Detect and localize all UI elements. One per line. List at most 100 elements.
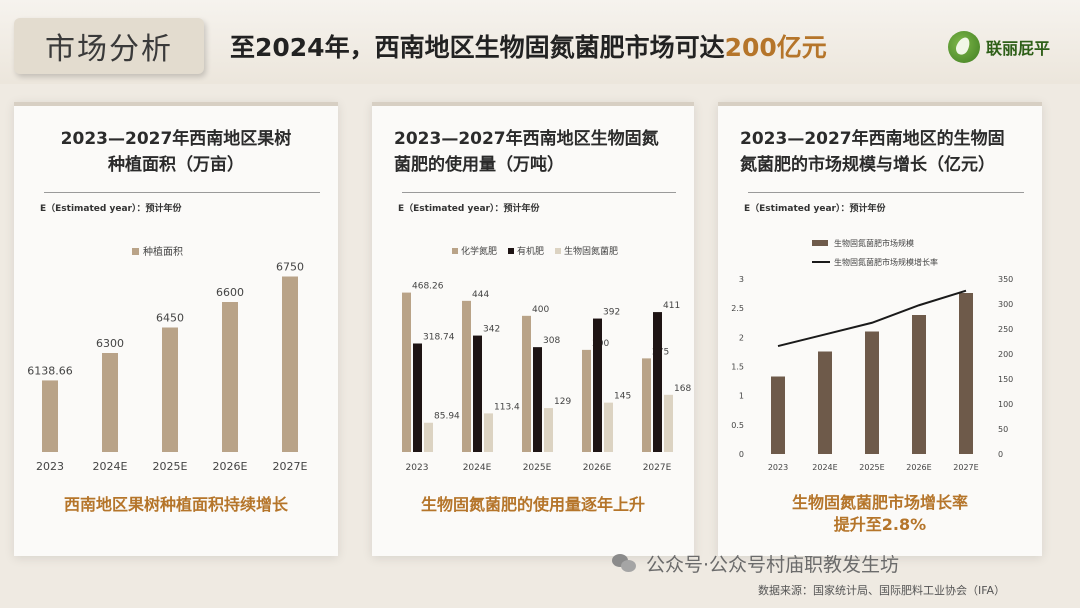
- leaf-logo-icon: [948, 31, 980, 63]
- y-right-tick-label: 150: [998, 375, 1013, 384]
- data-label: 113.4: [494, 402, 520, 412]
- data-label: 145: [614, 392, 631, 402]
- data-label: 392: [603, 308, 620, 318]
- y-right-tick-label: 100: [998, 400, 1013, 409]
- data-label: 6600: [216, 286, 244, 299]
- legend-swatch: [812, 240, 828, 246]
- panel-title: 2023—2027年西南地区的生物固 氮菌肥的市场规模与增长（亿元）: [740, 126, 1026, 178]
- x-tick-label: 2027E: [953, 463, 978, 472]
- bar: [959, 293, 973, 454]
- panel-title: 2023—2027年西南地区果树 种植面积（万亩）: [30, 126, 322, 178]
- y-right-tick-label: 250: [998, 325, 1013, 334]
- market-size-panel: 2023—2027年西南地区的生物固 氮菌肥的市场规模与增长（亿元） E（Est…: [718, 102, 1042, 556]
- legend-label: 化学氮肥: [461, 245, 497, 257]
- bar: [653, 312, 662, 452]
- y-left-tick-label: 2: [739, 333, 744, 342]
- bar: [642, 358, 651, 452]
- panel-conclusion-line1: 生物固氮菌肥市场增长率: [791, 493, 968, 512]
- panel-title-line1: 2023—2027年西南地区的生物固: [740, 129, 1005, 149]
- y-left-tick-label: 2.5: [731, 304, 744, 313]
- data-label: 168: [674, 384, 691, 394]
- panel-title-line2: 种植面积（万亩）: [108, 155, 244, 175]
- bar: [912, 315, 926, 454]
- data-label: 468.26: [412, 282, 444, 292]
- bar: [593, 318, 602, 452]
- panel-conclusion: 生物固氮菌肥市场增长率 提升至2.8%: [728, 492, 1032, 536]
- bar: [222, 302, 238, 452]
- legend-swatch: [452, 248, 458, 254]
- watermark: 公众号·公众号村庙职教发生坊: [612, 548, 899, 578]
- title-divider: [748, 192, 1024, 193]
- x-tick-label: 2025E: [859, 463, 884, 472]
- y-right-tick-label: 200: [998, 350, 1013, 359]
- headline-text: 至2024年，西南地区生物固氮菌肥市场可达: [230, 33, 725, 62]
- data-label: 308: [543, 336, 560, 346]
- legend-label: 种植面积: [143, 245, 183, 258]
- y-right-tick-label: 50: [998, 425, 1008, 434]
- watermark-text: 公众号·公众号村庙职教发生坊: [646, 553, 900, 576]
- panel-conclusion-line2: 提升至2.8%: [833, 515, 927, 534]
- x-tick-label: 2026E: [583, 463, 612, 473]
- y-left-tick-label: 1: [739, 392, 744, 401]
- panel-title: 2023—2027年西南地区生物固氮 菌肥的使用量（万吨）: [394, 126, 678, 178]
- bar: [582, 349, 591, 452]
- x-tick-label: 2025E: [523, 463, 552, 473]
- bar: [102, 353, 118, 452]
- legend-label: 生物固氮菌肥: [564, 245, 618, 257]
- bar: [282, 276, 298, 452]
- x-tick-label: 2027E: [643, 463, 672, 473]
- x-tick-label: 2025E: [153, 460, 188, 473]
- legend-swatch: [132, 248, 139, 255]
- data-label: 85.94: [434, 412, 460, 422]
- panel-conclusion: 生物固氮菌肥的使用量逐年上升: [420, 495, 645, 514]
- data-label: 6450: [156, 312, 184, 325]
- y-right-tick-label: 300: [998, 300, 1013, 309]
- x-tick-label: 2024E: [93, 460, 128, 473]
- legend-label: 有机肥: [517, 245, 544, 257]
- legend-label: 生物固氮菌肥市场规模: [834, 238, 914, 248]
- y-left-tick-label: 0.5: [731, 421, 744, 430]
- data-source-note: 数据来源：国家统计局、国际肥料工业协会（IFA）: [758, 584, 1006, 597]
- bar: [522, 315, 531, 452]
- panel-title-line2: 氮菌肥的市场规模与增长（亿元）: [740, 155, 995, 175]
- data-label: 6138.66: [27, 364, 73, 377]
- header-bar: 市场分析 至2024年，西南地区生物固氮菌肥市场可达200亿元 联丽屁平: [0, 0, 1080, 84]
- bar: [771, 376, 785, 454]
- y-left-tick-label: 0: [739, 450, 744, 459]
- bar: [473, 335, 482, 452]
- bar: [42, 380, 58, 452]
- bar: [413, 343, 422, 452]
- bar: [162, 327, 178, 452]
- x-tick-label: 2023: [406, 463, 429, 473]
- panel-conclusion: 西南地区果树种植面积持续增长: [63, 495, 288, 514]
- y-left-tick-label: 1.5: [731, 363, 744, 372]
- bar: [424, 422, 433, 452]
- bar: [604, 402, 613, 452]
- y-right-tick-label: 350: [998, 275, 1013, 284]
- y-right-tick-label: 0: [998, 450, 1003, 459]
- legend-swatch: [555, 248, 561, 254]
- y-left-tick-label: 3: [739, 275, 744, 284]
- data-label: 342: [483, 325, 500, 335]
- fertilizer-usage-grouped-bar-chart: 化学氮肥 有机肥 生物固氮菌肥 468.26 318.74 85.94 2023 444 342…: [402, 245, 691, 473]
- data-label: 411: [663, 301, 680, 311]
- bar: [402, 292, 411, 452]
- panel-title-line1: 2023—2027年西南地区生物固氮: [394, 129, 659, 149]
- data-label: 129: [554, 397, 571, 407]
- bar: [484, 413, 493, 452]
- legend-label: 生物固氮菌肥市场规模增长率: [834, 257, 938, 267]
- bar: [533, 347, 542, 452]
- panel-title-line1: 2023—2027年西南地区果树: [60, 129, 292, 149]
- orchard-area-panel: 2023—2027年西南地区果树 种植面积（万亩） E（Estimated ye…: [14, 102, 338, 556]
- section-label: 市场分析: [14, 18, 204, 74]
- growth-rate-line: [777, 289, 967, 348]
- brand-logo: 联丽屁平: [948, 30, 1050, 64]
- orchard-area-bar-chart: 种植面积 6138.66 2023 6300 2024E 6450 2025E 6600 202…: [27, 245, 307, 473]
- data-label: 6300: [96, 337, 124, 350]
- legend-swatch: [508, 248, 514, 254]
- x-tick-label: 2026E: [213, 460, 248, 473]
- data-label: 318.74: [423, 332, 455, 342]
- x-tick-label: 2023: [36, 460, 64, 473]
- estimated-year-note: E（Estimated year）：预计年份: [40, 204, 182, 214]
